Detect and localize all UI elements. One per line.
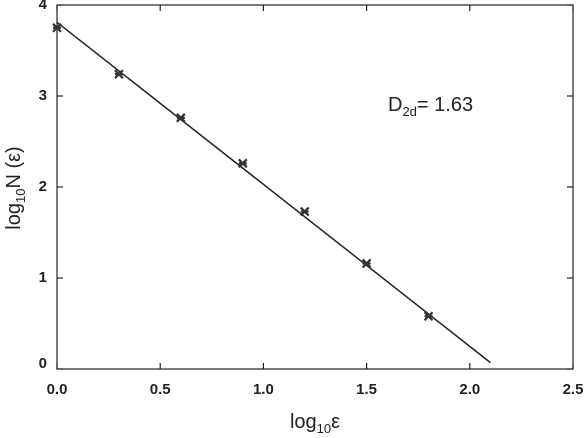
point xyxy=(52,22,62,33)
y-tick-label: 0 xyxy=(39,355,47,372)
x-tick-label: 2.5 xyxy=(563,381,584,398)
x-label-rest: ε xyxy=(331,411,340,433)
y-tick-label: 2 xyxy=(39,178,47,195)
y-tick-label: 3 xyxy=(39,87,47,104)
point xyxy=(114,69,124,79)
annotation-rest: = 1.63 xyxy=(417,94,473,116)
y-axis-label: log10N (ε) xyxy=(3,146,28,229)
x-tick-label: 0.0 xyxy=(47,381,68,398)
point xyxy=(176,113,186,123)
x-tick-label: 0.5 xyxy=(150,381,171,398)
x-tick-label: 1.5 xyxy=(356,381,377,398)
y-tick-label: 1 xyxy=(39,269,47,286)
annotation-main: D xyxy=(388,94,402,116)
x-tick-label: 2.0 xyxy=(459,381,480,398)
x-axis-label: log10ε xyxy=(290,411,340,436)
point xyxy=(361,258,372,269)
x-tick-label: 1.0 xyxy=(253,381,274,398)
fit-line xyxy=(56,21,491,364)
point xyxy=(237,158,248,169)
y-label-sub: 10 xyxy=(13,189,28,203)
point xyxy=(423,311,434,321)
annotation-sub: 2d xyxy=(402,104,416,119)
y-tick-label: 4 xyxy=(39,0,48,13)
point xyxy=(299,206,310,217)
plot-frame xyxy=(56,4,574,370)
x-label-sub: 10 xyxy=(317,421,331,436)
y-label-rest: N (ε) xyxy=(3,146,25,188)
x-label-main: log xyxy=(290,411,317,433)
y-label-main: log xyxy=(3,203,25,230)
annotation: D2d= 1.63 xyxy=(388,94,473,119)
